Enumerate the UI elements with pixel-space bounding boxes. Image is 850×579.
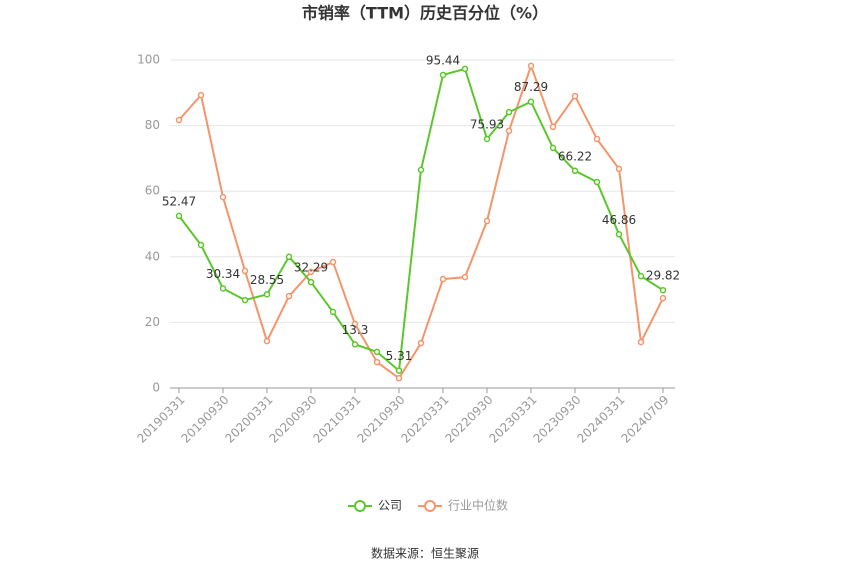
point (373, 348, 381, 356)
point (307, 268, 315, 276)
point (241, 296, 249, 304)
point (285, 292, 293, 300)
point (483, 135, 491, 143)
point (351, 320, 359, 328)
point (593, 178, 601, 186)
point (549, 123, 557, 131)
point (241, 267, 249, 275)
point (659, 294, 667, 302)
data-label: 75.93 (470, 117, 504, 131)
legend-label: 公司 (378, 499, 402, 513)
point (571, 167, 579, 175)
point (615, 231, 623, 238)
point (505, 127, 513, 135)
data-label: 52.47 (162, 194, 196, 208)
point (329, 258, 337, 266)
point (285, 253, 293, 261)
data-label: 87.29 (514, 80, 548, 94)
point (527, 62, 535, 70)
series-line (178, 67, 664, 373)
point (307, 278, 315, 286)
point (571, 92, 579, 100)
point (219, 285, 227, 292)
y-tick-label: 80 (145, 118, 160, 132)
legend-marker (424, 500, 437, 512)
point (637, 338, 645, 346)
source: 数据来源：恒生聚源 (371, 546, 479, 561)
point (197, 241, 205, 249)
data-label: 5.31 (386, 349, 413, 363)
point (527, 98, 535, 105)
point (373, 358, 381, 366)
chart-title: 市销率（TTM）历史百分位（%） (302, 4, 548, 23)
y-tick-label: 60 (145, 184, 160, 198)
y-tick-label: 0 (152, 381, 160, 395)
point (461, 273, 469, 281)
data-label: 46.86 (602, 213, 636, 227)
data-label: 29.82 (646, 269, 680, 283)
point (417, 339, 425, 347)
y-tick-label: 40 (145, 249, 160, 263)
point (549, 144, 557, 152)
point (263, 337, 271, 345)
y-tick-label: 100 (137, 53, 160, 67)
point (461, 65, 469, 73)
point (659, 286, 667, 294)
point (175, 116, 183, 124)
data-label: 13.3 (342, 323, 369, 337)
data-label: 28.55 (250, 273, 284, 287)
point (351, 341, 359, 348)
point (417, 166, 425, 174)
data-label: 32.29 (294, 261, 328, 275)
point (483, 217, 491, 225)
point (219, 193, 227, 201)
legend-label: 行业中位数 (448, 498, 508, 513)
point (395, 374, 403, 382)
series-line (178, 62, 664, 380)
point (439, 71, 447, 79)
y-tick-label: 20 (145, 315, 160, 329)
point (593, 135, 601, 143)
point (263, 291, 271, 298)
point (439, 275, 447, 283)
point (505, 108, 513, 116)
point (395, 367, 403, 374)
legend-marker (354, 500, 366, 512)
point (615, 165, 623, 173)
point (175, 212, 183, 220)
x-tick-label: 20240709 (619, 393, 672, 446)
point (197, 91, 205, 99)
data-label: 95.44 (426, 53, 460, 67)
point (637, 272, 645, 280)
data-label: 66.22 (558, 149, 592, 163)
point (329, 308, 337, 316)
data-label: 30.34 (206, 267, 240, 281)
